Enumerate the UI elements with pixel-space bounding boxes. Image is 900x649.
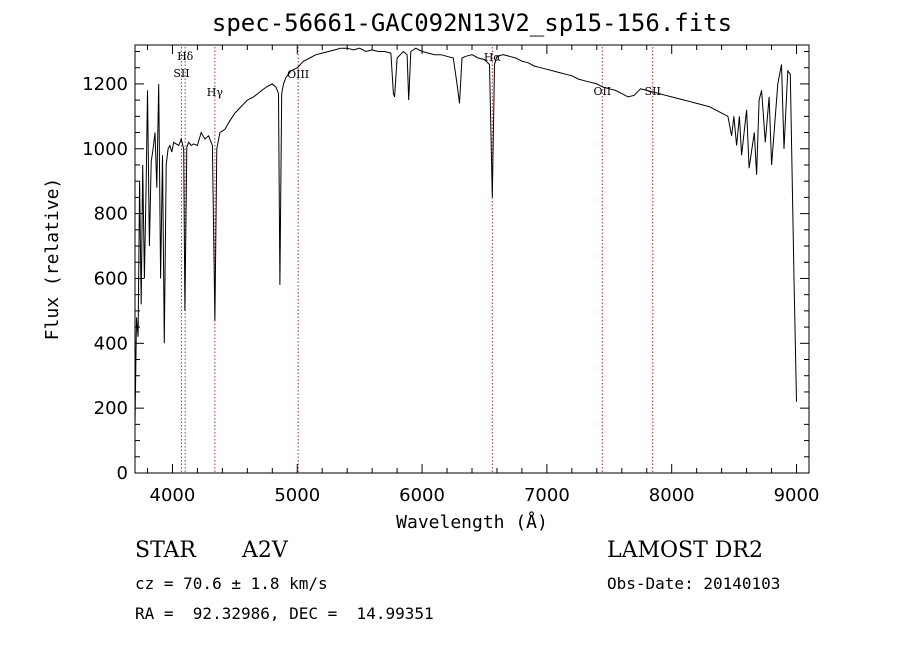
x-tick-label: 5000	[274, 485, 320, 506]
object-class: STAR	[135, 538, 196, 563]
x-tick-label: 9000	[774, 485, 820, 506]
line-marker-label: OIII	[287, 68, 309, 81]
line-marker-label: Hδ	[177, 50, 194, 63]
y-axis: 0 200 400 600 800 1000 1200	[82, 50, 809, 484]
line-marker-label: Hα	[484, 51, 502, 64]
x-tick-label: 7000	[524, 485, 570, 506]
spectrum-line	[134, 47, 797, 425]
redshift-cz: cz = 70.6 ± 1.8 km/s	[135, 574, 328, 593]
survey-name: LAMOST DR2	[607, 538, 763, 563]
observation-date: Obs-Date: 20140103	[607, 574, 781, 593]
x-tick-label: 8000	[649, 485, 695, 506]
y-tick-label: 1200	[82, 74, 128, 95]
y-tick-label: 0	[117, 463, 128, 484]
x-axis-label: Wavelength (Å)	[396, 511, 548, 533]
plot-frame	[134, 44, 810, 474]
y-tick-label: 1000	[82, 139, 128, 160]
x-axis: 4000 5000 6000 7000 8000 9000	[146, 45, 820, 506]
line-marker-label: SII	[173, 67, 189, 80]
object-subclass: A2V	[242, 538, 288, 563]
chart-title: spec-56661-GAC092N13V2_sp15-156.fits	[212, 9, 732, 37]
line-marker-label: Hγ	[207, 86, 224, 99]
x-tick-label: 6000	[399, 485, 445, 506]
x-tick-label: 4000	[150, 485, 196, 506]
y-tick-label: 200	[94, 398, 128, 419]
y-tick-label: 800	[94, 204, 128, 225]
y-axis-label: Flux (relative)	[42, 178, 63, 341]
y-tick-label: 600	[94, 268, 128, 289]
coordinates: RA = 92.32986, DEC = 14.99351	[135, 604, 434, 623]
y-tick-label: 400	[94, 333, 128, 354]
